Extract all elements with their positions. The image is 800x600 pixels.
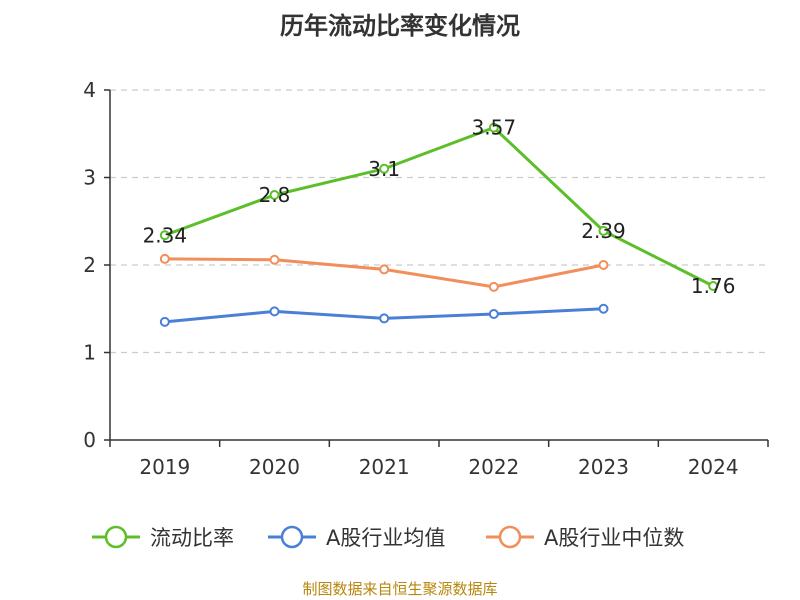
series-line xyxy=(164,126,714,288)
data-point xyxy=(708,281,719,291)
x-tick-label: 2019 xyxy=(139,455,190,479)
data-point xyxy=(159,230,170,241)
data-label: 2.39 xyxy=(581,219,626,243)
data-source-note: 制图数据来自恒生聚源数据库 xyxy=(302,580,498,598)
data-point xyxy=(598,260,609,270)
data-point xyxy=(488,122,499,133)
data-point xyxy=(379,163,390,174)
data-label: 3.57 xyxy=(472,116,517,140)
x-tick-label: 2024 xyxy=(688,455,739,479)
legend-label: A股行业中位数 xyxy=(544,526,684,550)
legend-label: 流动比率 xyxy=(150,526,234,550)
legend-marker xyxy=(498,525,522,549)
data-point xyxy=(598,303,609,314)
data-point xyxy=(598,225,609,236)
y-tick-label: 0 xyxy=(83,428,96,452)
y-tick-label: 4 xyxy=(83,78,96,102)
legend-marker xyxy=(280,525,304,549)
data-point xyxy=(488,309,499,319)
data-point xyxy=(269,306,280,317)
x-tick-label: 2022 xyxy=(468,455,519,479)
data-label: 1.76 xyxy=(691,274,736,298)
y-tick-label: 3 xyxy=(83,166,96,190)
data-point xyxy=(379,313,390,324)
data-label: 3.1 xyxy=(368,157,400,181)
legend-label: A股行业均值 xyxy=(326,526,445,550)
x-tick-label: 2023 xyxy=(578,455,629,479)
y-tick-label: 2 xyxy=(83,253,96,277)
chart-title: 历年流动比率变化情况 xyxy=(280,12,520,40)
data-point xyxy=(159,253,170,264)
x-tick-label: 2020 xyxy=(249,455,300,479)
data-label: 2.8 xyxy=(259,183,291,207)
data-point xyxy=(488,281,499,292)
data-point xyxy=(379,264,390,275)
data-label: 2.34 xyxy=(143,223,188,247)
y-tick-label: 1 xyxy=(83,341,96,365)
data-point xyxy=(269,254,280,265)
data-point xyxy=(269,190,280,200)
x-tick-label: 2021 xyxy=(359,455,410,479)
legend-marker xyxy=(104,525,128,549)
data-point xyxy=(159,316,170,327)
